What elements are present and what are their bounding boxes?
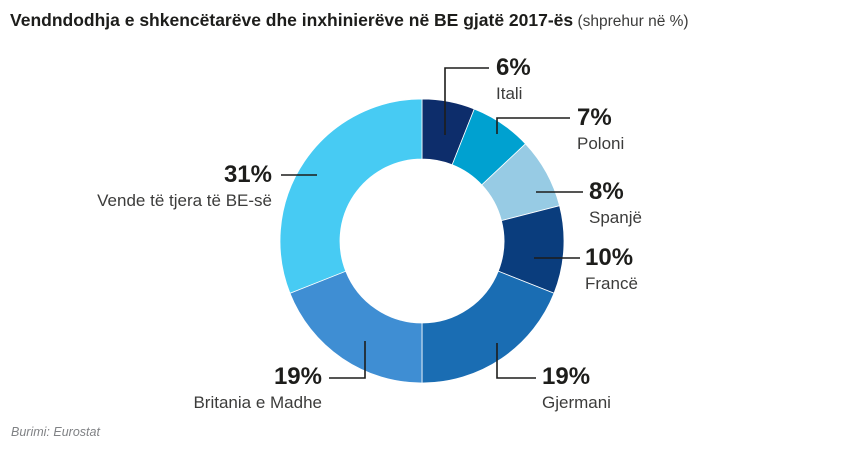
segment-callout-poloni: 7% Poloni (577, 105, 624, 157)
donut-segment-gjermani (421, 270, 555, 384)
segment-callout-vende-te-tjera: 31% Vende të tjera të BE-së (97, 162, 272, 214)
source-note: Burimi: Eurostat (11, 425, 100, 439)
segment-country: Francë (585, 274, 638, 293)
donut-segment-vende-t-tjera-t-be-s- (279, 98, 423, 294)
segment-pct: 10% (585, 244, 634, 271)
leader-line-gjermani (496, 343, 536, 379)
segment-callout-itali: 6% Itali (496, 55, 531, 107)
segment-pct: 6% (496, 54, 531, 81)
leader-line-britania-e-madhe (329, 341, 366, 379)
chart-title-main: Vendndodhja e shkencëtarëve dhe inxhinie… (10, 10, 574, 30)
segment-pct: 19% (273, 363, 322, 390)
chart-title: Vendndodhja e shkencëtarëve dhe inxhinie… (10, 9, 830, 33)
leader-line-itali (444, 67, 489, 135)
segment-country: Vende të tjera të BE-së (97, 191, 272, 210)
segment-pct: 8% (589, 178, 624, 205)
segment-pct: 19% (542, 363, 591, 390)
segment-callout-spanje: 8% Spanjë (589, 179, 642, 231)
segment-country: Poloni (577, 134, 625, 153)
segment-country: Britania e Madhe (193, 393, 322, 412)
segment-country: Spanjë (589, 208, 642, 227)
chart-title-suffix: (shprehur në %) (573, 13, 689, 30)
segment-country: Gjermani (542, 393, 611, 412)
segment-pct: 31% (223, 161, 272, 188)
segment-callout-gjermani: 19% Gjermani (542, 364, 611, 416)
segment-pct: 7% (577, 104, 612, 131)
donut-segment-britania-e-madhe (289, 270, 423, 384)
segment-callout-france: 10% Francë (585, 245, 638, 297)
leader-line-poloni (496, 117, 570, 134)
segment-country: Itali (496, 84, 523, 103)
segment-callout-britania: 19% Britania e Madhe (193, 364, 322, 416)
